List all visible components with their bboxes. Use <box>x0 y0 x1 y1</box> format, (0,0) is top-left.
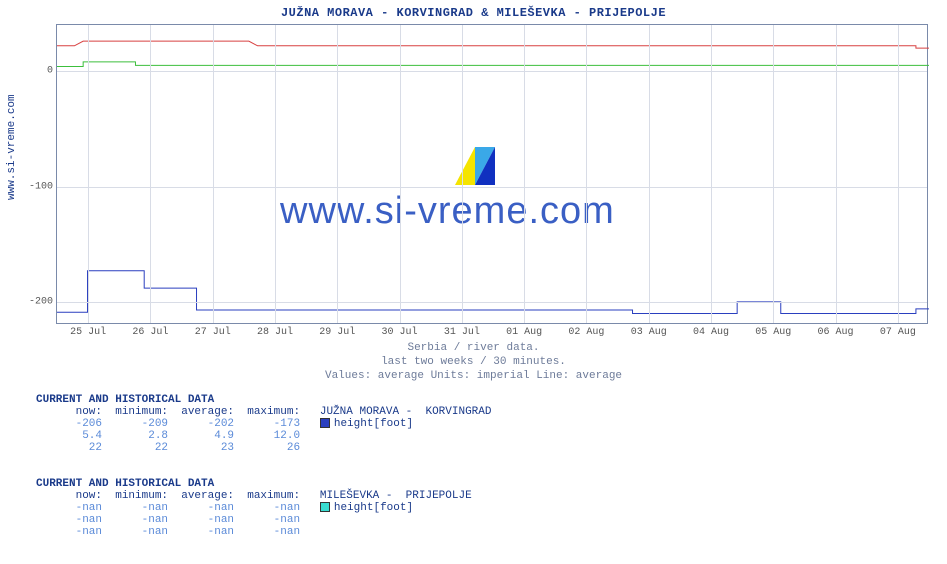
series-swatch <box>320 418 330 428</box>
series-series-red <box>57 41 929 48</box>
station-name: MILEŠEVKA - PRIJEPOLJE <box>320 490 472 502</box>
data-row: -206 -209 -202 -173 <box>36 418 300 430</box>
gridline-v <box>275 25 276 323</box>
series-series-blue <box>57 271 929 314</box>
station-name: JUŽNA MORAVA - KORVINGRAD <box>320 406 492 418</box>
data-row: -nan -nan -nan -nan <box>36 526 300 538</box>
subtitle-line-2: last two weeks / 30 minutes. <box>0 356 947 368</box>
col-headers: now: minimum: average: maximum: <box>36 406 300 418</box>
x-tick-label: 06 Aug <box>818 327 854 338</box>
gridline-v <box>88 25 89 323</box>
series-series-green <box>57 62 929 67</box>
data-block-1-header: CURRENT AND HISTORICAL DATA <box>36 394 492 406</box>
metric-label: height[foot] <box>334 418 413 430</box>
side-watermark: www.si-vreme.com <box>6 94 18 200</box>
gridline-v <box>898 25 899 323</box>
chart-lines <box>57 25 929 325</box>
x-tick-label: 28 Jul <box>257 327 293 338</box>
col-headers: now: minimum: average: maximum: <box>36 490 300 502</box>
x-tick-label: 04 Aug <box>693 327 729 338</box>
gridline-v <box>711 25 712 323</box>
x-tick-label: 05 Aug <box>755 327 791 338</box>
x-tick-label: 29 Jul <box>319 327 355 338</box>
x-tick-label: 26 Jul <box>132 327 168 338</box>
x-tick-label: 27 Jul <box>195 327 231 338</box>
gridline-v <box>524 25 525 323</box>
gridline-v <box>150 25 151 323</box>
chart-plot-area: www.si-vreme.com 0-100-20025 Jul26 Jul27… <box>56 24 928 324</box>
gridline-v <box>213 25 214 323</box>
gridline-h <box>57 187 927 188</box>
gridline-v <box>400 25 401 323</box>
gridline-v <box>586 25 587 323</box>
x-tick-label: 02 Aug <box>568 327 604 338</box>
y-tick-label: 0 <box>47 66 53 77</box>
data-row: -nan -nan -nan -nan <box>36 502 300 514</box>
data-block-2-header: CURRENT AND HISTORICAL DATA <box>36 478 472 490</box>
y-tick-label: -100 <box>29 181 53 192</box>
gridline-v <box>462 25 463 323</box>
gridline-v <box>836 25 837 323</box>
gridline-h <box>57 302 927 303</box>
data-block-1: CURRENT AND HISTORICAL DATA now: minimum… <box>36 394 492 454</box>
x-tick-label: 31 Jul <box>444 327 480 338</box>
series-swatch <box>320 502 330 512</box>
x-tick-label: 03 Aug <box>631 327 667 338</box>
gridline-v <box>773 25 774 323</box>
data-block-2: CURRENT AND HISTORICAL DATA now: minimum… <box>36 478 472 538</box>
data-row: -nan -nan -nan -nan <box>36 514 300 526</box>
y-tick-label: -200 <box>29 296 53 307</box>
data-row: 22 22 23 26 <box>36 442 300 454</box>
x-tick-label: 30 Jul <box>382 327 418 338</box>
x-tick-label: 01 Aug <box>506 327 542 338</box>
subtitle-line-1: Serbia / river data. <box>0 342 947 354</box>
x-tick-label: 07 Aug <box>880 327 916 338</box>
metric-label: height[foot] <box>334 502 413 514</box>
gridline-v <box>337 25 338 323</box>
gridline-h <box>57 71 927 72</box>
chart-title: JUŽNA MORAVA - KORVINGRAD & MILEŠEVKA - … <box>0 6 947 20</box>
x-tick-label: 25 Jul <box>70 327 106 338</box>
subtitle-line-3: Values: average Units: imperial Line: av… <box>0 370 947 382</box>
gridline-v <box>649 25 650 323</box>
data-row: 5.4 2.8 4.9 12.0 <box>36 430 300 442</box>
